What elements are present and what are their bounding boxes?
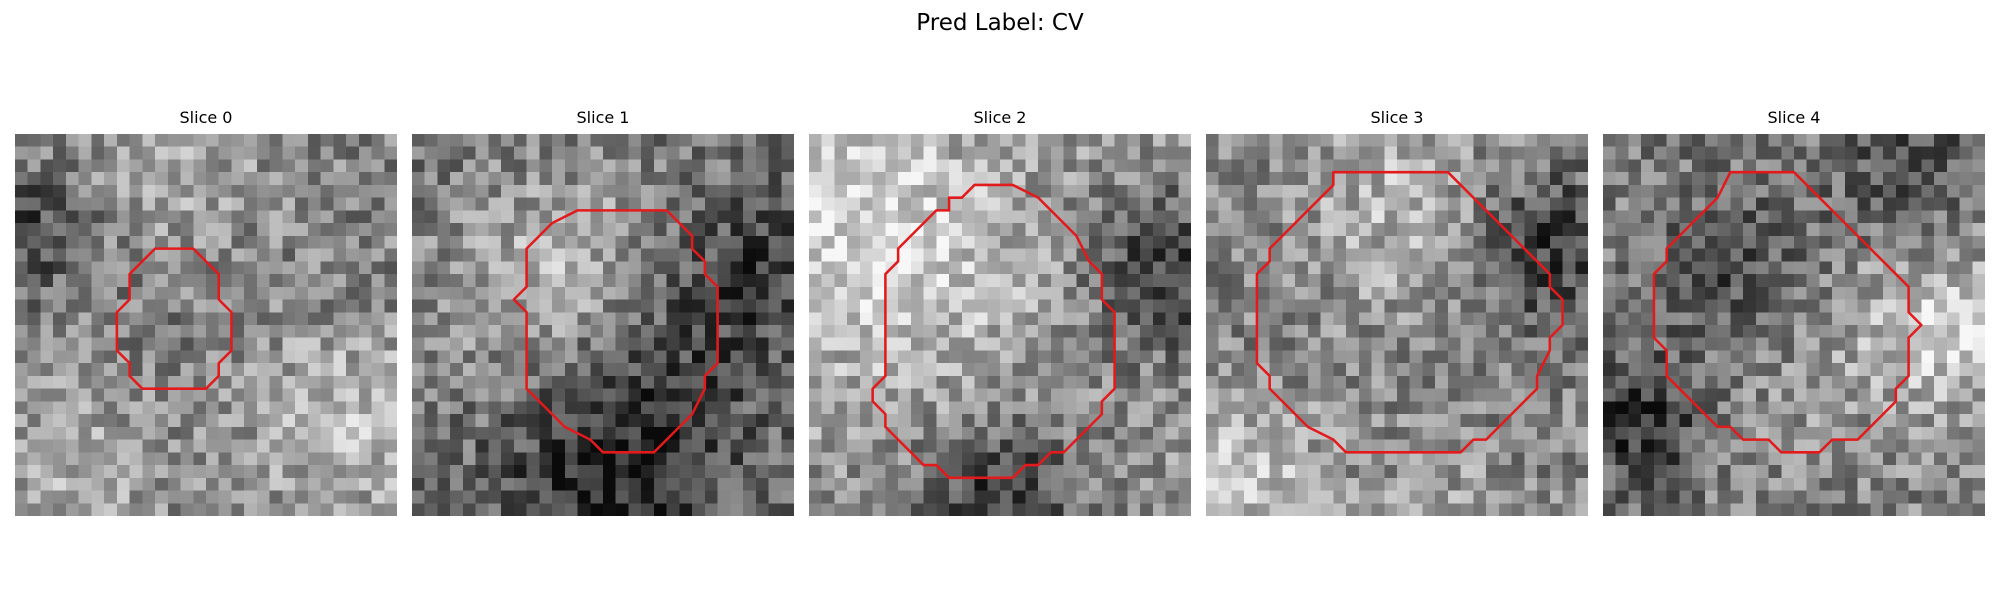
slice-title: Slice 2 [809, 108, 1191, 128]
slice-title: Slice 1 [412, 108, 794, 128]
pixel-grid [15, 134, 397, 516]
slice-image-2 [809, 134, 1191, 516]
slice-image-1 [412, 134, 794, 516]
slice-panel-0: Slice 0 [15, 108, 397, 516]
slice-panel-3: Slice 3 [1206, 108, 1588, 516]
slice-panel-1: Slice 1 [412, 108, 794, 516]
figure-title: Pred Label: CV [0, 8, 2000, 38]
pixel-grid [1603, 134, 1985, 516]
slice-title: Slice 4 [1603, 108, 1985, 128]
slice-image-4 [1603, 134, 1985, 516]
slice-title: Slice 3 [1206, 108, 1588, 128]
pixel-grid [1206, 134, 1588, 516]
slice-title: Slice 0 [15, 108, 397, 128]
slice-image-3 [1206, 134, 1588, 516]
slice-panel-2: Slice 2 [809, 108, 1191, 516]
pixel-grid [809, 134, 1191, 516]
slice-image-0 [15, 134, 397, 516]
slice-panel-4: Slice 4 [1603, 108, 1985, 516]
pixel-grid [412, 134, 794, 516]
